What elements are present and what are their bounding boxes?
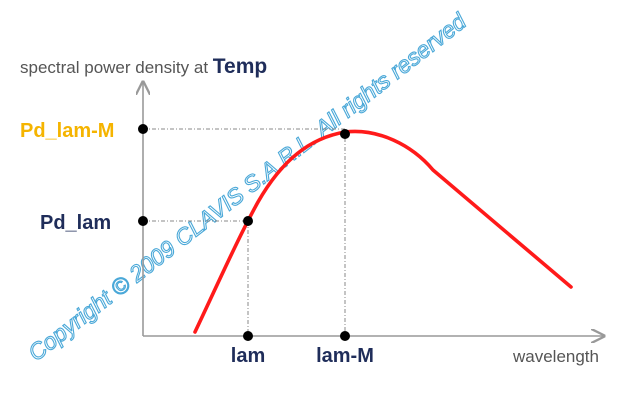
y-axis-title: spectral power density at Temp [20, 55, 267, 78]
x-tick-label-lam: lam [231, 345, 265, 367]
spectral-curve [193, 129, 573, 334]
y-axis-label: spectral power density at [20, 58, 213, 77]
y-tick-label-pd-lam-m: Pd_lam-M [20, 120, 114, 142]
marker-x-lam-m [340, 331, 350, 341]
marker-peak [340, 129, 350, 139]
marker-point [243, 216, 253, 226]
marker-y-pd-lam [138, 216, 148, 226]
x-axis-title: wavelength [512, 347, 599, 366]
x-tick-label-lam-m: lam-M [316, 345, 374, 367]
marker-y-pd-lam-m [138, 124, 148, 134]
y-tick-label-pd-lam: Pd_lam [40, 212, 111, 234]
marker-x-lam [243, 331, 253, 341]
y-axis-label-emphasis: Temp [213, 55, 267, 78]
